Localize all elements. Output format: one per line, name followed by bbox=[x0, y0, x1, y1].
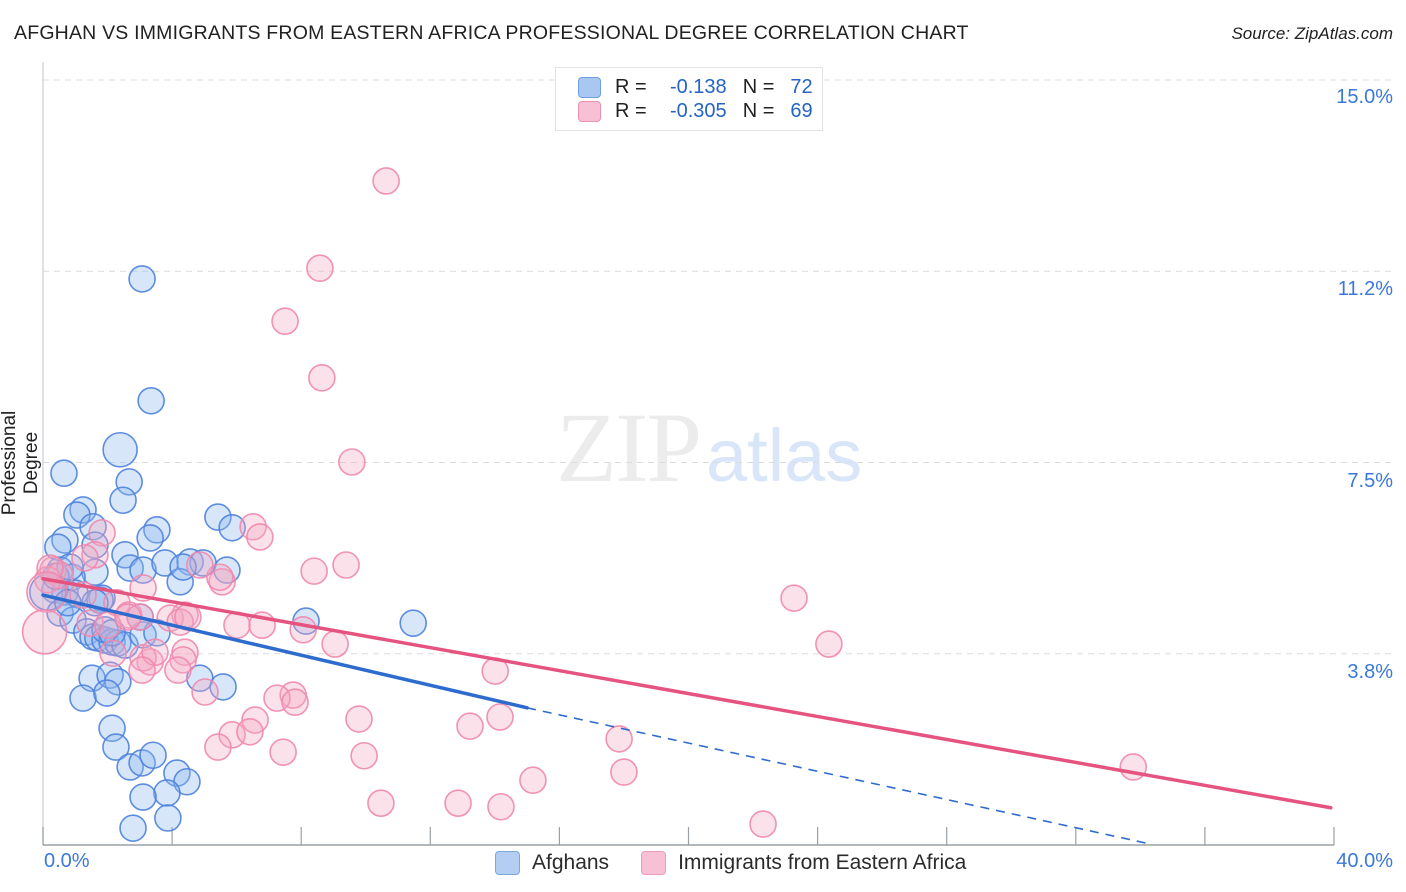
afghans-point bbox=[139, 741, 167, 770]
eastern-africa-point bbox=[128, 656, 156, 684]
afghans-point bbox=[129, 783, 157, 811]
eastern-africa-point bbox=[444, 789, 472, 817]
eastern-africa-point bbox=[372, 167, 400, 195]
eastern-africa-point bbox=[321, 630, 349, 658]
eastern-africa-point bbox=[308, 364, 336, 392]
y-tick-label-7: 7.5% bbox=[1347, 470, 1393, 492]
afghans-point bbox=[128, 265, 156, 293]
legend-item-eastern-africa: Immigrants from Eastern Africa bbox=[641, 851, 966, 875]
eastern-africa-point bbox=[71, 544, 99, 572]
y-tick-label-15: 15.0% bbox=[1336, 86, 1393, 108]
eastern-africa-swatch-icon bbox=[578, 100, 601, 122]
zipatlas-watermark: ZIP atlas bbox=[556, 398, 862, 498]
afghans-point bbox=[137, 386, 165, 415]
legend-label-afghans: Afghans bbox=[532, 851, 610, 874]
afghans-point bbox=[204, 503, 232, 531]
trend-line-solid-Immigrants from Eastern Africa bbox=[41, 577, 1333, 810]
afghans-point bbox=[44, 533, 72, 561]
eastern-africa-point bbox=[76, 609, 104, 637]
eastern-africa-point bbox=[81, 541, 109, 569]
eastern-africa-point bbox=[486, 703, 514, 731]
r-label: R = bbox=[615, 75, 647, 98]
n-label: N = bbox=[742, 99, 775, 122]
afghans-point bbox=[63, 501, 91, 529]
legend-label-eastern-africa: Immigrants from Eastern Africa bbox=[678, 851, 967, 874]
eastern-africa-point bbox=[610, 758, 638, 786]
eastern-africa-point bbox=[332, 551, 360, 579]
r-label: R = bbox=[615, 99, 647, 122]
y-tick-label-11: 11.2% bbox=[1337, 278, 1393, 300]
eastern-africa-point bbox=[456, 712, 484, 740]
eastern-africa-point bbox=[271, 307, 299, 336]
n-value-afghans: 72 bbox=[790, 75, 813, 98]
afghans-point bbox=[153, 779, 181, 807]
series-legend: Afghans Immigrants from Eastern Africa bbox=[495, 851, 998, 875]
afghans-point bbox=[102, 733, 130, 761]
afghans-point bbox=[399, 609, 427, 637]
afghans-point bbox=[209, 673, 237, 701]
afghans-point bbox=[50, 459, 78, 488]
n-value-eastern-africa: 69 bbox=[790, 99, 813, 122]
eastern-africa-point bbox=[204, 733, 232, 761]
trend-line-dashed-Afghans bbox=[526, 707, 1151, 845]
watermark-atlas-text: atlas bbox=[706, 414, 863, 497]
eastern-africa-point bbox=[300, 557, 328, 585]
afghans-point bbox=[102, 431, 138, 468]
eastern-africa-point bbox=[289, 615, 317, 644]
page-title: AFGHAN VS IMMIGRANTS FROM EASTERN AFRICA… bbox=[14, 22, 969, 44]
eastern-africa-point bbox=[186, 551, 214, 579]
eastern-africa-point bbox=[749, 810, 777, 838]
afghans-point bbox=[93, 679, 121, 707]
eastern-africa-point bbox=[281, 688, 309, 717]
eastern-africa-point bbox=[208, 568, 236, 596]
watermark-zip-text: ZIP bbox=[556, 392, 702, 503]
eastern-africa-point bbox=[345, 705, 373, 733]
eastern-africa-point bbox=[350, 741, 378, 770]
stats-row-afghans: R = -0.138 N = 72 bbox=[578, 75, 822, 99]
eastern-africa-legend-swatch-icon bbox=[641, 851, 667, 875]
eastern-africa-point bbox=[191, 678, 219, 706]
afghans-swatch-icon bbox=[578, 76, 601, 98]
afghans-point bbox=[69, 684, 97, 712]
eastern-africa-point bbox=[21, 609, 68, 655]
eastern-africa-point bbox=[206, 563, 234, 592]
eastern-africa-point bbox=[164, 656, 192, 684]
eastern-africa-point bbox=[306, 254, 334, 282]
eastern-africa-point bbox=[246, 523, 274, 551]
afghans-point bbox=[104, 667, 132, 696]
afghans-point bbox=[136, 524, 164, 552]
eastern-africa-point bbox=[367, 789, 395, 817]
trend-line-solid-Afghans bbox=[41, 593, 529, 710]
eastern-africa-point bbox=[519, 766, 547, 795]
eastern-africa-point bbox=[1119, 753, 1148, 781]
afghans-point bbox=[119, 814, 147, 842]
x-axis-max-label: 40.0% bbox=[1336, 850, 1393, 872]
r-value-eastern-africa: -0.305 bbox=[669, 99, 727, 122]
n-label: N = bbox=[742, 75, 775, 98]
afghans-legend-swatch-icon bbox=[495, 851, 520, 875]
eastern-africa-point bbox=[263, 684, 291, 712]
afghans-point bbox=[218, 513, 246, 542]
correlation-stats-box: R = -0.138 N = 72 R = -0.305 N = 69 bbox=[555, 67, 823, 131]
afghans-point bbox=[154, 804, 182, 832]
eastern-africa-point bbox=[269, 738, 297, 766]
eastern-africa-point bbox=[99, 639, 127, 668]
eastern-africa-point bbox=[605, 725, 633, 753]
afghans-point bbox=[115, 468, 143, 496]
x-axis-min-label: 0.0% bbox=[44, 850, 90, 872]
source-attribution: Source: ZipAtlas.com bbox=[1231, 24, 1393, 43]
stats-row-eastern-africa: R = -0.305 N = 69 bbox=[578, 99, 822, 123]
y-axis-title: Professional Degree bbox=[0, 410, 42, 516]
eastern-africa-point bbox=[815, 630, 843, 658]
afghans-point bbox=[109, 486, 137, 515]
legend-item-afghans: Afghans bbox=[495, 851, 609, 875]
y-tick-label-3: 3.8% bbox=[1347, 661, 1393, 683]
eastern-africa-point bbox=[88, 519, 116, 547]
r-value-afghans: -0.138 bbox=[669, 75, 727, 98]
eastern-africa-point bbox=[487, 792, 515, 821]
eastern-africa-point bbox=[236, 717, 264, 746]
eastern-africa-point bbox=[780, 584, 808, 612]
eastern-africa-point bbox=[338, 448, 366, 476]
